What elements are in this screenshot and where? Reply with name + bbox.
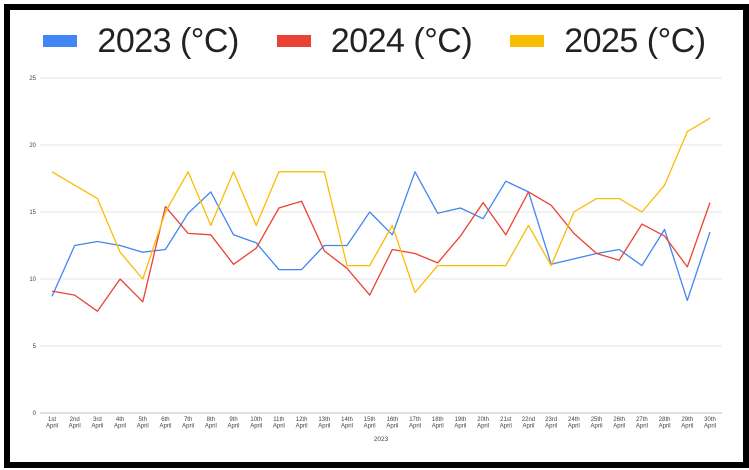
legend-item-2025[interactable]: 2025 (°C) — [510, 21, 706, 61]
y-tick-label: 25 — [29, 76, 36, 82]
y-axis-ticks: 0 5 10 15 20 25 — [29, 76, 36, 417]
chart-legend: 2023 (°C) 2024 (°C) 2025 (°C) — [0, 16, 749, 66]
legend-item-2024[interactable]: 2024 (°C) — [276, 21, 473, 61]
x-tick-label: 24th April — [568, 417, 580, 430]
y-tick-label: 0 — [33, 411, 37, 417]
x-tick-label: 19th April — [454, 417, 466, 430]
x-tick-label: 1st April — [46, 417, 58, 430]
x-tick-label: 11th April — [273, 417, 285, 430]
series-lines — [51, 117, 711, 312]
x-tick-label: 4th April — [114, 417, 126, 430]
x-tick-label: 5th April — [137, 417, 149, 430]
x-tick-label: 23rd April — [545, 417, 557, 430]
legend-label-2025: 2025 (°C) — [564, 21, 706, 60]
legend-item-2023[interactable]: 2023 (°C) — [43, 21, 239, 61]
series-line-2023[interactable] — [51, 171, 711, 302]
x-tick-label: 28th April — [659, 417, 671, 430]
x-tick-label: 18th April — [432, 417, 444, 430]
x-tick-label: 26th April — [613, 417, 625, 430]
legend-swatch-2025 — [510, 35, 545, 47]
x-tick-label: 10th April — [250, 417, 262, 430]
x-tick-label: 22nd April — [522, 417, 535, 430]
x-tick-label: 17th April — [409, 417, 421, 430]
x-axis-title: 2023 — [374, 436, 389, 443]
legend-label-2024: 2024 (°C) — [330, 21, 473, 60]
x-tick-label: 21st April — [500, 417, 512, 430]
x-tick-label: 14th April — [341, 417, 353, 430]
x-tick-label: 7th April — [182, 417, 194, 430]
x-axis-ticks: 1st April 2nd April 3rd April 4th April 5th April… — [46, 417, 716, 430]
x-tick-label: 30th April — [704, 417, 716, 430]
x-tick-label: 12th April — [296, 417, 308, 430]
chart-frame — [4, 4, 749, 468]
x-tick-label: 29th April — [681, 417, 693, 430]
x-tick-label: 20th April — [477, 417, 489, 430]
x-tick-label: 25th April — [591, 417, 603, 430]
x-tick-label: 8th April — [205, 417, 217, 430]
y-tick-label: 20 — [29, 143, 36, 149]
x-tick-label: 9th April — [228, 417, 240, 430]
x-tick-label: 15th April — [364, 417, 376, 430]
gridlines — [40, 77, 722, 414]
x-tick-label: 2nd April — [69, 417, 81, 430]
x-tick-label: 13th April — [318, 417, 330, 430]
x-tick-label: 27th April — [636, 417, 648, 430]
legend-swatch-2024 — [276, 35, 311, 47]
legend-label-2023: 2023 (°C) — [97, 21, 239, 60]
x-tick-label: 6th April — [159, 417, 171, 430]
x-tick-label: 16th April — [386, 417, 398, 430]
y-tick-label: 10 — [29, 277, 36, 283]
y-tick-label: 15 — [29, 210, 36, 216]
x-tick-label: 3rd April — [91, 417, 103, 430]
y-tick-label: 5 — [33, 344, 37, 350]
series-line-2025[interactable] — [51, 117, 711, 294]
legend-swatch-2023 — [43, 35, 78, 47]
